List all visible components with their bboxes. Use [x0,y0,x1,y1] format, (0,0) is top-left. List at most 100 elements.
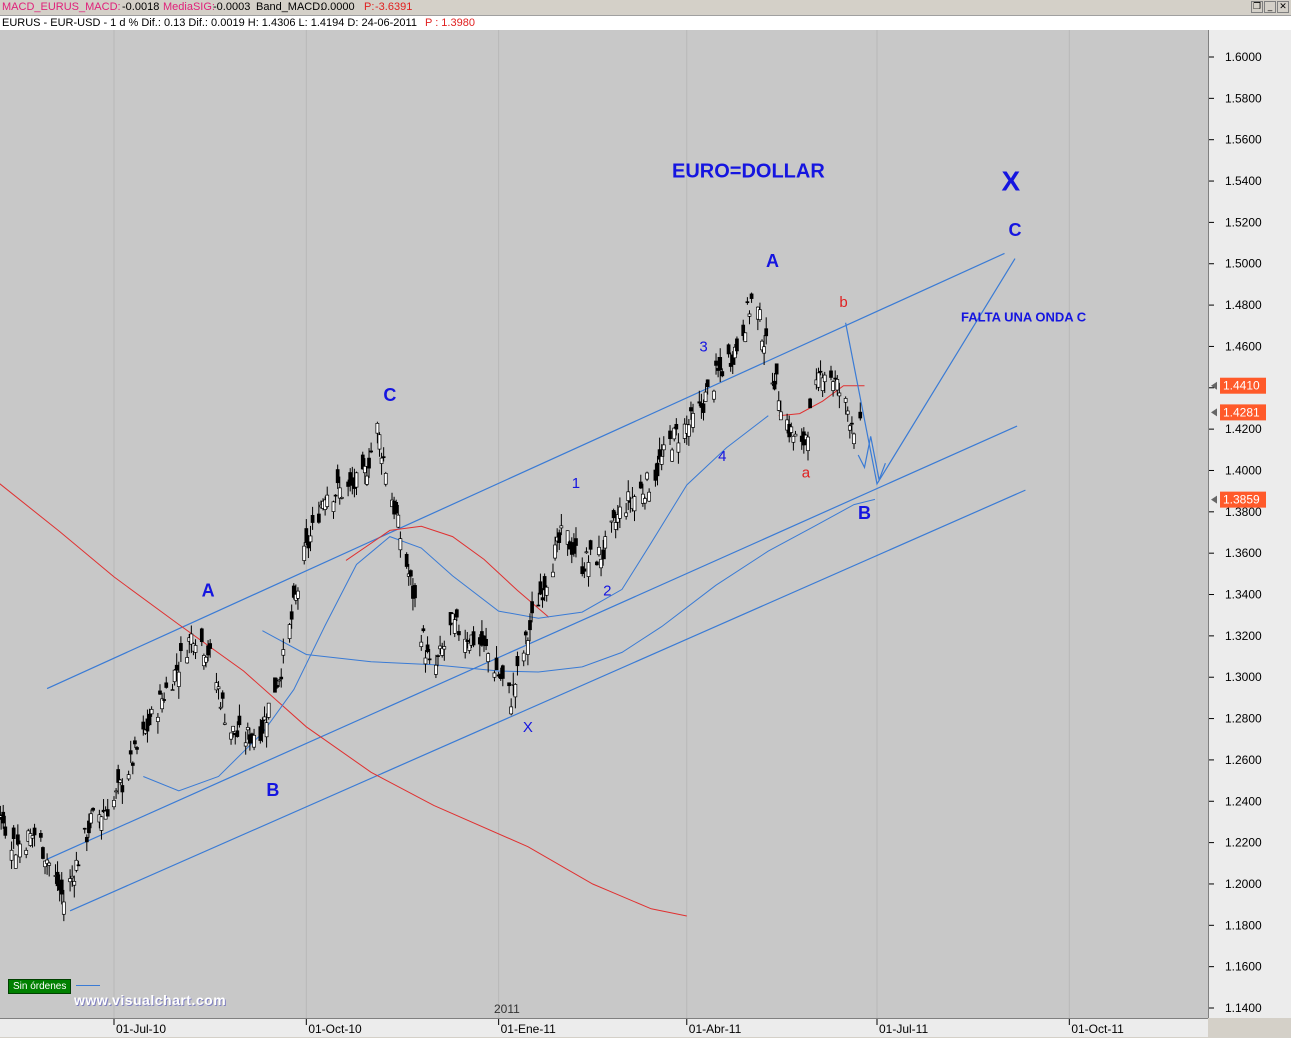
price-bar-body [273,677,277,693]
price-bar-body [829,370,833,378]
price-bar-body [718,357,723,371]
price-bar-body [126,774,131,780]
price-bar-body [745,301,750,304]
price-bar-body [528,620,532,631]
window-title-bar: MACD_EURUS_MACD: -0.0018 MediaSIG: -0.00… [0,0,1291,16]
price-tick-label: 1.1800 [1225,918,1262,932]
price-bar-body [454,609,459,618]
price-bar-body [689,407,693,412]
price-bar-body [530,601,534,614]
price-bar-body [118,779,123,783]
price-bar-body [831,381,835,391]
price-bar-body [749,293,754,299]
price-bar-body [774,363,779,375]
wave-label: B [858,503,871,523]
price-bar-body [367,457,371,469]
mediasig-value: -0.0003 [213,1,251,13]
price-bar-body [661,444,666,451]
close-icon[interactable]: ✕ [1277,1,1289,13]
price-bar-body [670,449,674,462]
price-bar-body [231,725,236,732]
price-bar-body [193,645,198,653]
price-bar-body [70,875,75,879]
price-bar-body [584,551,589,554]
price-bar-body [248,734,252,744]
date-tick-label: 01-Abr-11 [689,1022,742,1036]
price-bar-body [24,849,29,855]
price-bar-body [624,512,628,517]
price-tick-label: 1.5600 [1225,133,1262,147]
price-bar-body [822,374,827,383]
price-bar-body [559,525,564,529]
zigzag-path [857,436,886,482]
price-bar-body [214,682,219,691]
channel-line [69,489,1026,912]
price-bar-body [377,434,382,450]
price-bar-body [438,645,442,650]
macd-label: MACD_EURUS_MACD: [2,1,121,13]
price-bar-body [599,558,603,569]
price-bar-body [143,729,148,734]
price-bar-body [789,426,794,433]
price-axis[interactable]: 1.6000 1.5800 1.5600 1.5400 1.5200 1.5000 1.48… [1208,30,1291,1018]
price-bar-body [164,682,169,688]
price-bar-body [156,716,160,722]
price-tick-label: 1.3200 [1225,629,1262,643]
price-bar-body [84,836,89,843]
price-bar-body [509,706,514,715]
price-bar-body [141,721,146,730]
price-bar-body [216,686,221,690]
price-bar-body [335,469,340,484]
price-bar-body [494,657,499,671]
price-bar-body [808,398,812,409]
price-bar-body [281,649,286,656]
price-bar-body [526,640,530,655]
price-bar-body [162,699,167,701]
wave-label: X [1001,165,1020,196]
price-tag-box [1220,491,1266,508]
price-bar-body [760,340,764,351]
price-bar-body [413,585,417,599]
mediasig-label: MediaSIG: [163,1,215,13]
date-tick-label: 01-Ene-11 [501,1022,556,1036]
price-tick-label: 1.5000 [1225,257,1262,271]
price-bar-body [674,423,679,430]
date-axis[interactable]: 01-Jul-10 01-Oct-10 01-Ene-11 01-Abr-11 01-J… [0,1018,1208,1037]
wave-label: A [202,581,215,601]
price-bar-body [179,643,183,652]
price-bar-body [513,684,518,698]
price-tick-label: 1.2000 [1225,877,1262,891]
price-bar-body [467,642,472,651]
price-bar-body [515,656,520,667]
price-bar-body [818,370,823,373]
price-bar-body [206,645,210,656]
price-bar-body [30,835,35,839]
price-bar-body [705,379,710,387]
chart-svg: A B C X 1 2 3 4 Aa b B C X EURO=DOLLAR FALTA UNA ONDA … [0,30,1087,1018]
price-tick-label: 1.5200 [1225,215,1262,229]
price-bar-body [68,878,72,883]
price-bar-body [189,633,194,645]
price-bar-body [260,719,265,734]
price-bar-body [302,545,307,561]
minimize-icon[interactable]: _ [1264,1,1276,13]
price-bar-body [845,410,850,415]
price-bar-body [852,433,856,445]
price-bar-body [346,481,350,487]
price-bar-body [199,628,204,643]
price-bar-body [843,398,848,403]
price-bar-body [837,392,842,397]
price-bar-body [89,813,93,824]
price-bar-body [492,672,497,678]
symbol-info-text: EURUS - EUR-USD - 1 d % Dif.: 0.13 Dif.:… [2,17,417,29]
symbol-info-bar: EURUS - EUR-USD - 1 d % Dif.: 0.13 Dif.:… [0,16,1291,30]
price-bar-body [264,722,269,738]
price-bar-body [308,535,313,543]
wave-label: 4 [718,448,726,465]
orders-status-badge[interactable]: Sin órdenes [8,979,72,994]
price-tick-label: 1.2600 [1225,753,1262,767]
price-bar-body [567,541,572,550]
restore-icon[interactable]: ❐ [1251,1,1263,13]
price-bar-body [588,540,593,550]
